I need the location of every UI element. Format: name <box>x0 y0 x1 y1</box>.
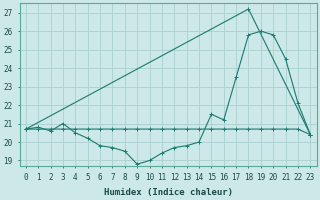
X-axis label: Humidex (Indice chaleur): Humidex (Indice chaleur) <box>104 188 233 197</box>
